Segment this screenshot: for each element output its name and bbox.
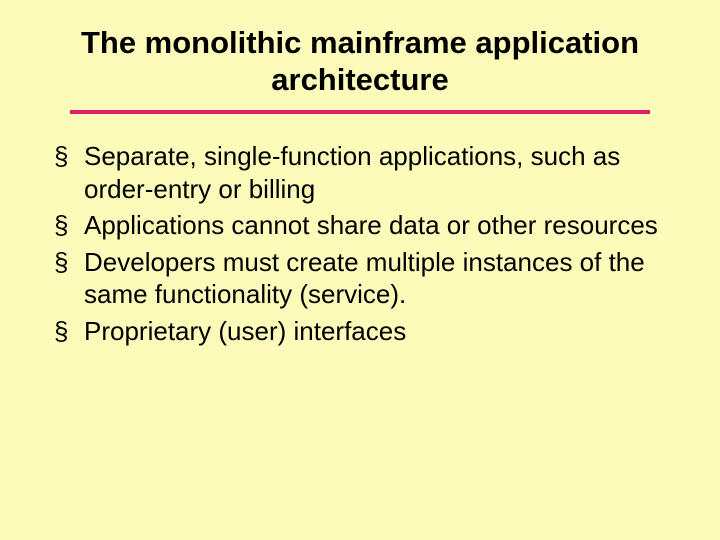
bullet-text: Applications cannot share data or other … [84,209,672,242]
clover-icon: § [54,209,68,242]
slide: The monolithic mainframe application arc… [0,0,720,540]
bullet-text: Separate, single-function applications, … [84,140,672,205]
list-item: § Separate, single-function applications… [54,140,672,205]
title-divider [70,110,650,114]
bullet-text: Proprietary (user) interfaces [84,315,672,348]
bullet-text: Developers must create multiple instance… [84,246,672,311]
clover-icon: § [54,246,68,279]
list-item: § Developers must create multiple instan… [54,246,672,311]
slide-title: The monolithic mainframe application arc… [48,24,672,98]
clover-icon: § [54,315,68,348]
list-item: § Applications cannot share data or othe… [54,209,672,242]
list-item: § Proprietary (user) interfaces [54,315,672,348]
bullet-list: § Separate, single-function applications… [54,140,672,347]
clover-icon: § [54,140,68,173]
